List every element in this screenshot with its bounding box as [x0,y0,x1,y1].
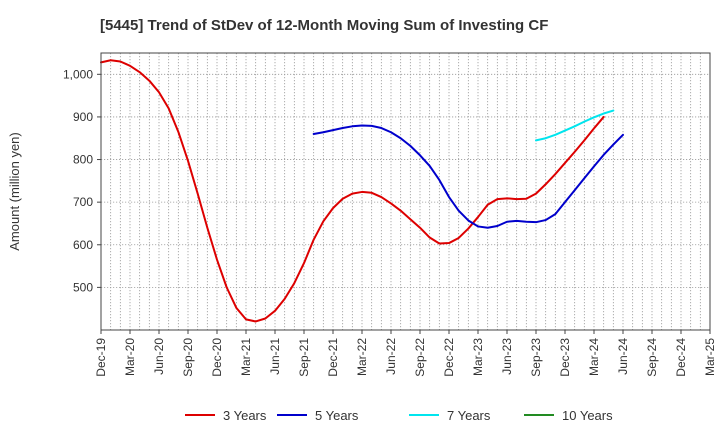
y-tick-label: 900 [73,110,93,124]
y-tick-label: 600 [73,238,93,252]
x-tick-label: Sep-20 [181,338,195,377]
grid [101,53,710,330]
legend: 3 Years 5 Years 7 Years 10 Years [185,408,613,423]
chart-title: [5445] Trend of StDev of 12-Month Moving… [100,17,548,34]
x-tick-label: Jun-23 [500,338,514,375]
x-tick-label: Mar-22 [355,338,369,376]
x-tick-label: Dec-24 [674,338,688,377]
series-lines [100,59,624,323]
series-line-1 [100,59,605,323]
x-tick-label: Mar-20 [123,338,137,376]
x-tick-label: Sep-24 [645,338,659,377]
x-tick-label: Dec-23 [558,338,572,377]
x-tick-label: Mar-24 [587,338,601,376]
x-tick-label: Dec-22 [442,338,456,377]
series-line-2 [312,124,624,229]
x-tick-label: Dec-20 [210,338,224,377]
legend-label: 7 Years [447,408,491,423]
x-tick-label: Mar-25 [703,338,717,376]
x-tick-label: Mar-21 [239,338,253,376]
y-tick-label: 500 [73,280,93,294]
x-tick-label: Sep-22 [413,338,427,377]
x-tick-label: Dec-19 [94,338,108,377]
legend-label: 5 Years [315,408,359,423]
x-tick-label: Jun-21 [268,338,282,375]
x-tick-label: Jun-20 [152,338,166,375]
y-tick-label: 800 [73,153,93,167]
x-tick-label: Dec-21 [326,338,340,377]
legend-label: 10 Years [562,408,613,423]
y-tick-label: 1,000 [63,67,93,81]
x-tick-label: Jun-24 [616,338,630,375]
y-axis: 500 600 700 800 900 1,000 [63,67,101,294]
y-tick-label: 700 [73,195,93,209]
x-axis: Dec-19 Mar-20 Jun-20 Sep-20 Dec-20 Mar-21 Jun-… [94,330,717,377]
x-tick-label: Jun-22 [384,338,398,375]
x-tick-label: Sep-23 [529,338,543,377]
y-axis-label: Amount (million yen) [7,132,22,251]
plot-frame [100,52,711,331]
series-line-3 [535,109,615,142]
x-tick-label: Mar-23 [471,338,485,376]
x-tick-label: Sep-21 [297,338,311,377]
legend-label: 3 Years [223,408,267,423]
